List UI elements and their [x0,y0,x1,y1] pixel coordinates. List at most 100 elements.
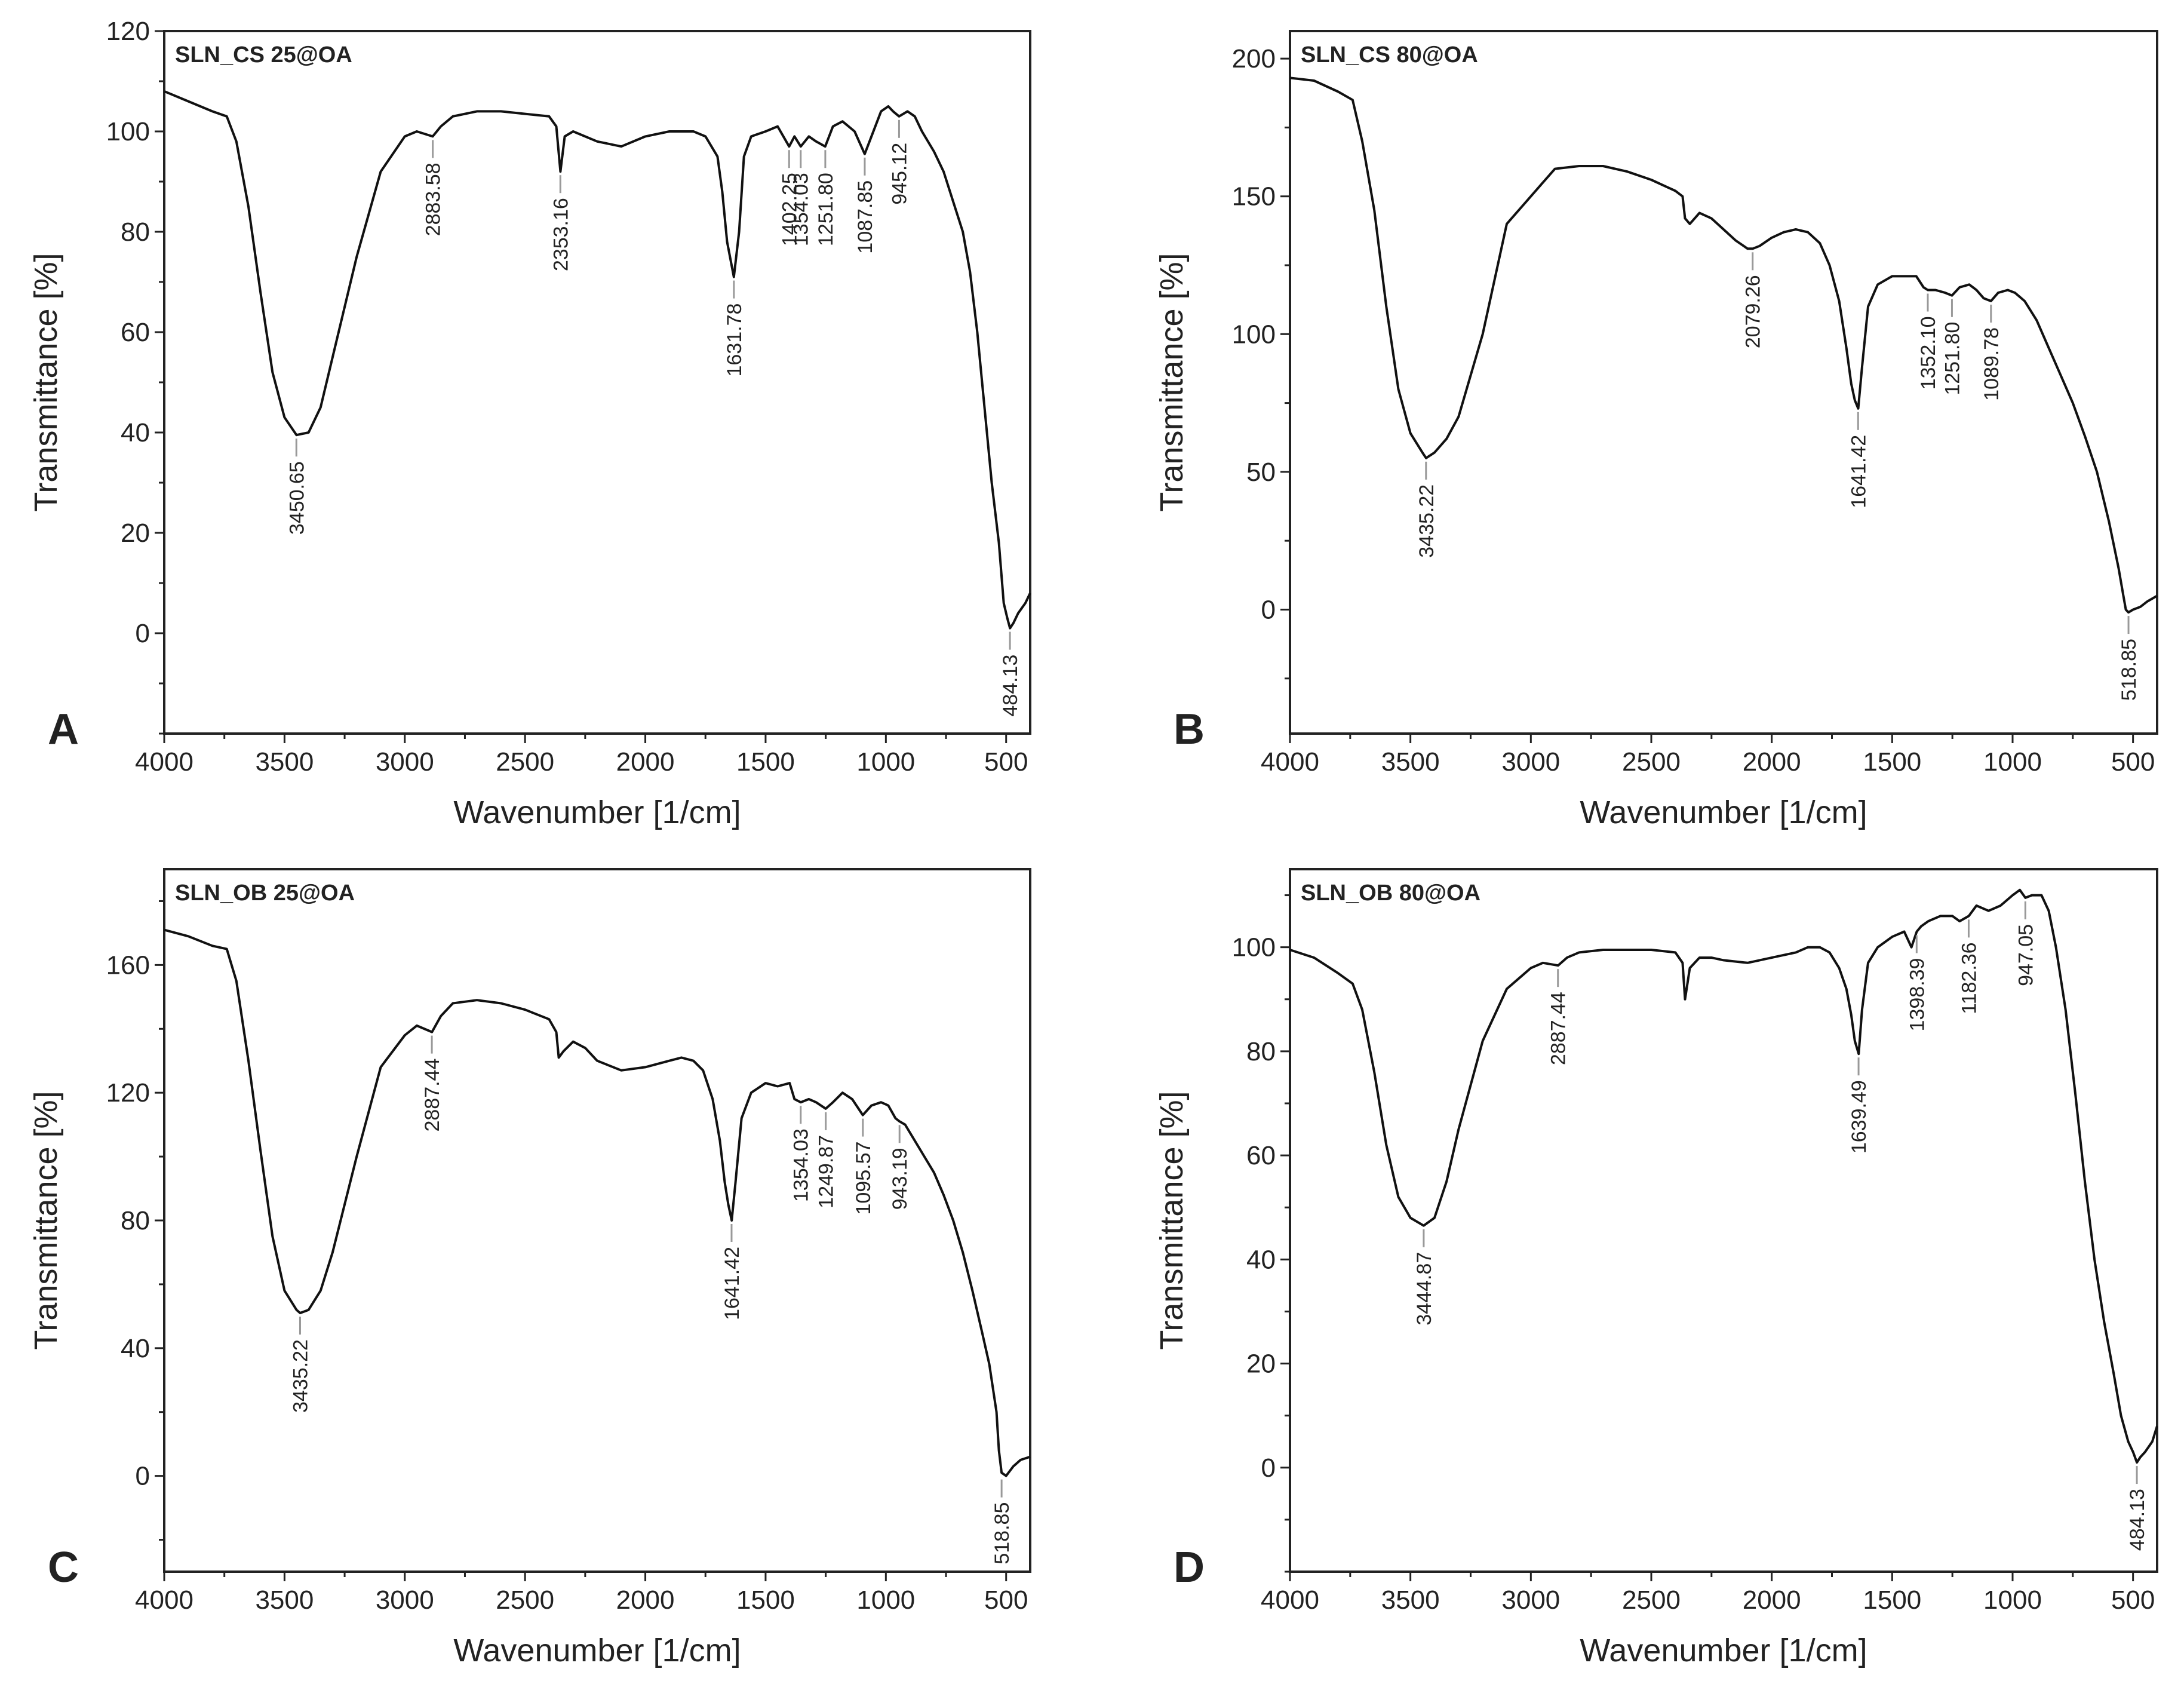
y-tick-label: 0 [1261,1453,1276,1483]
panel-c: 4000 3500 3000 2500 2000 1500 1000 500 0 40 80 120 1… [28,868,1031,1668]
panel-letter: A [48,705,79,753]
panel-title: SLN_CS 25@OA [175,42,352,68]
peak-label: 1641.42 [1847,435,1870,508]
plot-frame [163,868,1031,1573]
x-tick-label: 4000 [135,1585,193,1615]
panel-title: SLN_CS 80@OA [1301,42,1478,68]
x-tick-label: 4000 [1261,747,1319,777]
x-tick-label: 1500 [736,1585,795,1615]
y-tick-label: 100 [1232,320,1276,349]
panel-b: 4000 3500 3000 2500 2000 1500 1000 500 0 50 100 150… [1154,30,2158,830]
x-tick-label: 1000 [856,747,915,777]
x-tick-label: 3000 [1501,747,1560,777]
y-tick-label: 20 [1246,1349,1276,1379]
x-tick-label: 2000 [616,747,675,777]
y-tick-label: 200 [1232,44,1276,73]
y-tick-label: 20 [121,519,150,548]
x-tick-label: 1500 [1863,1585,1921,1615]
y-tick-label: 80 [1246,1037,1276,1066]
y-axis-title: Transmittance [%] [1154,1091,1190,1349]
x-tick-label: 3500 [1381,1585,1440,1615]
peak-label: 1402.25 [778,173,801,246]
x-tick-label: 4000 [1261,1585,1319,1615]
x-tick-label: 1500 [736,747,795,777]
plot-frame [1289,868,2158,1573]
peak-label: 1087.85 [854,180,877,254]
x-tick-label: 2500 [496,1585,554,1615]
panel-d: 4000 3500 3000 2500 2000 1500 1000 500 0 20 40 60 80… [1154,868,2158,1668]
x-tick-label: 2000 [1743,747,1801,777]
y-tick-label: 80 [121,1206,150,1235]
peak-label: 484.13 [2126,1489,2149,1551]
y-tick-label: 160 [106,950,150,980]
panel-title: SLN_OB 80@OA [1301,881,1480,906]
y-tick-label: 0 [1261,595,1276,624]
peak-label: 3450.65 [285,461,308,535]
peak-label: 1398.39 [1906,958,1928,1032]
y-axis-title: Transmittance [%] [28,1091,64,1349]
peak-label: 1641.42 [721,1247,744,1320]
y-tick-label: 40 [121,1334,150,1363]
x-tick-label: 2000 [616,1585,675,1615]
x-tick-label: 3500 [255,1585,314,1615]
peak-label: 1182.36 [1958,942,1980,1014]
spectrum-line [1289,76,2158,614]
x-tick-label: 3000 [376,747,434,777]
panel-letter: D [1174,1544,1205,1591]
y-tick-label: 120 [106,17,150,46]
peak-label: 2079.26 [1742,275,1765,348]
x-tick-label: 1000 [1983,747,2042,777]
x-axis-title: Wavenumber [1/cm] [1580,1633,1867,1668]
peak-label: 1251.80 [815,173,837,246]
y-tick-label: 60 [121,318,150,347]
panel-a: 4000 3500 3000 2500 2000 1500 1000 500 0 20 40 60 80… [28,17,1031,830]
y-tick-label: 100 [1232,933,1276,962]
peak-label: 1352.10 [1917,317,1940,390]
spectrum-line [164,90,1031,630]
x-axis-title: Wavenumber [1/cm] [453,1633,741,1668]
y-tick-label: 60 [1246,1141,1276,1170]
peak-label: 947.05 [2014,924,2037,986]
x-tick-label: 2000 [1743,1585,1801,1615]
peak-label: 1639.49 [1848,1080,1870,1154]
x-tick-label: 500 [984,1585,1028,1615]
panel-letter: B [1174,705,1205,753]
peak-label: 1354.03 [790,1128,813,1202]
x-axis-title: Wavenumber [1/cm] [1580,795,1867,830]
peak-label: 1249.87 [815,1135,838,1208]
peak-label: 1089.78 [1980,327,2003,401]
x-tick-label: 3500 [1381,747,1440,777]
y-tick-label: 80 [121,217,150,247]
x-tick-label: 2500 [1622,747,1681,777]
y-tick-label: 150 [1232,182,1276,211]
peak-label: 3435.22 [289,1339,312,1413]
peak-label: 3444.87 [1413,1252,1436,1326]
x-tick-label: 1000 [856,1585,915,1615]
y-tick-label: 0 [136,1462,150,1491]
peak-label: 518.85 [2118,639,2140,701]
x-tick-label: 2500 [1622,1585,1681,1615]
x-tick-label: 3000 [1501,1585,1560,1615]
x-tick-label: 1500 [1863,747,1921,777]
x-axis-title: Wavenumber [1/cm] [453,795,741,830]
panel-letter: C [48,1544,79,1591]
spectrum-line [164,928,1031,1477]
x-tick-label: 4000 [135,747,193,777]
peak-label: 1631.78 [723,303,746,377]
peak-label: 3435.22 [1415,484,1438,558]
peak-label: 1251.80 [1941,322,1964,395]
x-tick-label: 500 [2111,747,2155,777]
peak-label: 1354.03 [790,173,813,246]
x-tick-label: 1000 [1983,1585,2042,1615]
peak-label: 2887.44 [1547,992,1570,1065]
peak-label: 2883.58 [422,162,445,236]
y-tick-label: 40 [121,418,150,447]
y-tick-label: 0 [136,619,150,648]
peak-label: 2887.44 [421,1059,444,1132]
peak-label: 2353.16 [549,198,572,271]
y-tick-label: 120 [106,1078,150,1108]
y-tick-label: 40 [1246,1245,1276,1274]
plot-frame [1289,30,2158,735]
y-tick-label: 50 [1246,458,1276,487]
